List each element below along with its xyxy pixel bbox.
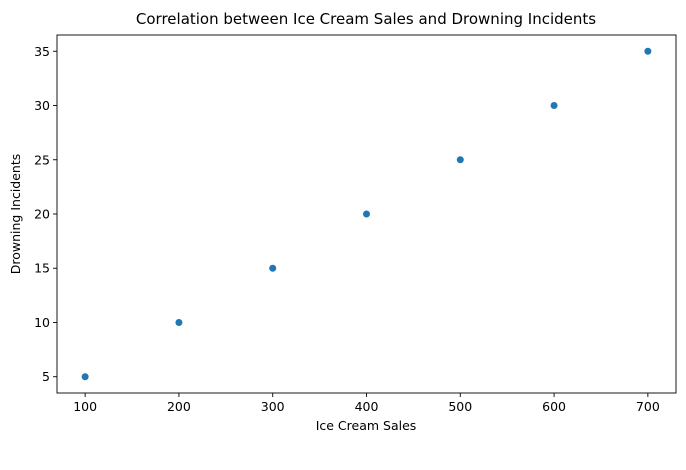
x-tick-label: 200 bbox=[167, 399, 191, 414]
data-point bbox=[81, 373, 89, 381]
x-axis: 100 200 300 400 500 600 700 bbox=[73, 393, 660, 414]
x-tick-label: 100 bbox=[73, 399, 97, 414]
data-point bbox=[269, 264, 277, 272]
y-tick-label: 20 bbox=[34, 207, 50, 222]
x-tick-label: 500 bbox=[448, 399, 472, 414]
x-tick-label: 400 bbox=[355, 399, 379, 414]
chart-title: Correlation between Ice Cream Sales and … bbox=[136, 10, 596, 28]
y-axis-label: Drowning Incidents bbox=[8, 154, 23, 275]
x-tick-label: 700 bbox=[636, 399, 660, 414]
x-tick-label: 300 bbox=[261, 399, 285, 414]
x-tick-label: 600 bbox=[542, 399, 566, 414]
y-tick-label: 30 bbox=[34, 98, 50, 113]
y-tick-label: 15 bbox=[34, 261, 50, 276]
y-tick-label: 10 bbox=[34, 315, 50, 330]
data-point bbox=[644, 47, 652, 55]
data-point bbox=[550, 102, 558, 110]
data-point bbox=[175, 318, 183, 326]
y-tick-label: 35 bbox=[34, 44, 50, 59]
x-axis-label: Ice Cream Sales bbox=[316, 418, 417, 433]
y-tick-label: 25 bbox=[34, 152, 50, 167]
data-points bbox=[81, 47, 652, 381]
data-point bbox=[363, 210, 370, 218]
data-point bbox=[456, 156, 464, 164]
y-axis: 5 10 15 20 25 30 35 bbox=[34, 44, 57, 384]
y-tick-label: 5 bbox=[42, 369, 50, 384]
